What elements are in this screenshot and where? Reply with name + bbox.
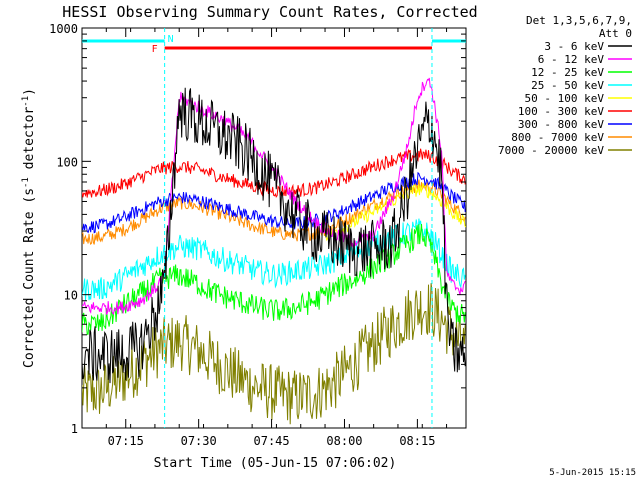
series-line-100-300-kev (82, 148, 466, 198)
night-marker-label: N (168, 34, 174, 45)
series-line-25-50-kev (82, 218, 466, 301)
legend-label-6-12-kev: 6 - 12 keV (538, 53, 605, 66)
y-axis-label-main: Corrected Count Rate (s (22, 188, 37, 368)
flare-marker-label: F (152, 44, 158, 55)
x-tick-label-07-30: 07:30 (181, 434, 217, 448)
x-tick-label-08-15: 08:15 (399, 434, 435, 448)
legend-label-25-50-kev: 25 - 50 keV (531, 79, 604, 92)
series-layer (82, 77, 466, 425)
y-axis-label-end: ) (22, 88, 37, 96)
plot-frame (81, 27, 467, 429)
y-tick-label-10: 10 (64, 289, 78, 303)
legend-header-line-2: Att 0 (599, 27, 632, 40)
x-tick-label-07-45: 07:45 (254, 434, 290, 448)
legend-header-line-1: Det 1,3,5,6,7,9, (526, 14, 632, 27)
legend-label-12-25-kev: 12 - 25 keV (531, 66, 604, 79)
y-tick-label-1: 1 (71, 422, 78, 436)
legend-label-7000-20000-kev: 7000 - 20000 keV (498, 144, 604, 157)
legend-label-50-100-kev: 50 - 100 keV (525, 92, 605, 105)
y-tick-label-1000: 1000 (49, 22, 78, 36)
x-axis-label: Start Time (05-Jun-15 07:06:02) (154, 456, 397, 471)
y-axis-label: Corrected Count Rate (s-1 detector-1) (21, 88, 37, 368)
x-tick-label-07-15: 07:15 (108, 434, 144, 448)
y-tick-label-100: 100 (56, 155, 78, 169)
legend-label-100-300-kev: 100 - 300 keV (518, 105, 604, 118)
series-line-3-6-kev (82, 87, 466, 384)
y-axis-label-sup1: -1 (21, 177, 31, 188)
annotation-layer: FN (82, 28, 466, 428)
axes-layer: 1 10 100 1000 07:15 07:30 07:45 08:00 08:15 (49, 22, 466, 448)
legend-label-3-6-kev: 3 - 6 keV (544, 40, 604, 53)
y-axis-label-sup2: -1 (21, 96, 31, 107)
chart-title: HESSI Observing Summary Count Rates, Cor… (62, 3, 477, 21)
series-line-12-25-kev (82, 223, 466, 335)
legend-label-800-7000-kev: 800 - 7000 keV (511, 131, 604, 144)
series-line-7000-20000-kev (82, 283, 466, 425)
footer-date: 5-Jun-2015 15:15 (549, 468, 636, 478)
x-tick-label-08-00: 08:00 (326, 434, 362, 448)
series-line-300-800-kev (82, 171, 466, 234)
y-axis-label-mid: detector (22, 107, 37, 178)
legend-label-300-800-kev: 300 - 800 keV (518, 118, 604, 131)
